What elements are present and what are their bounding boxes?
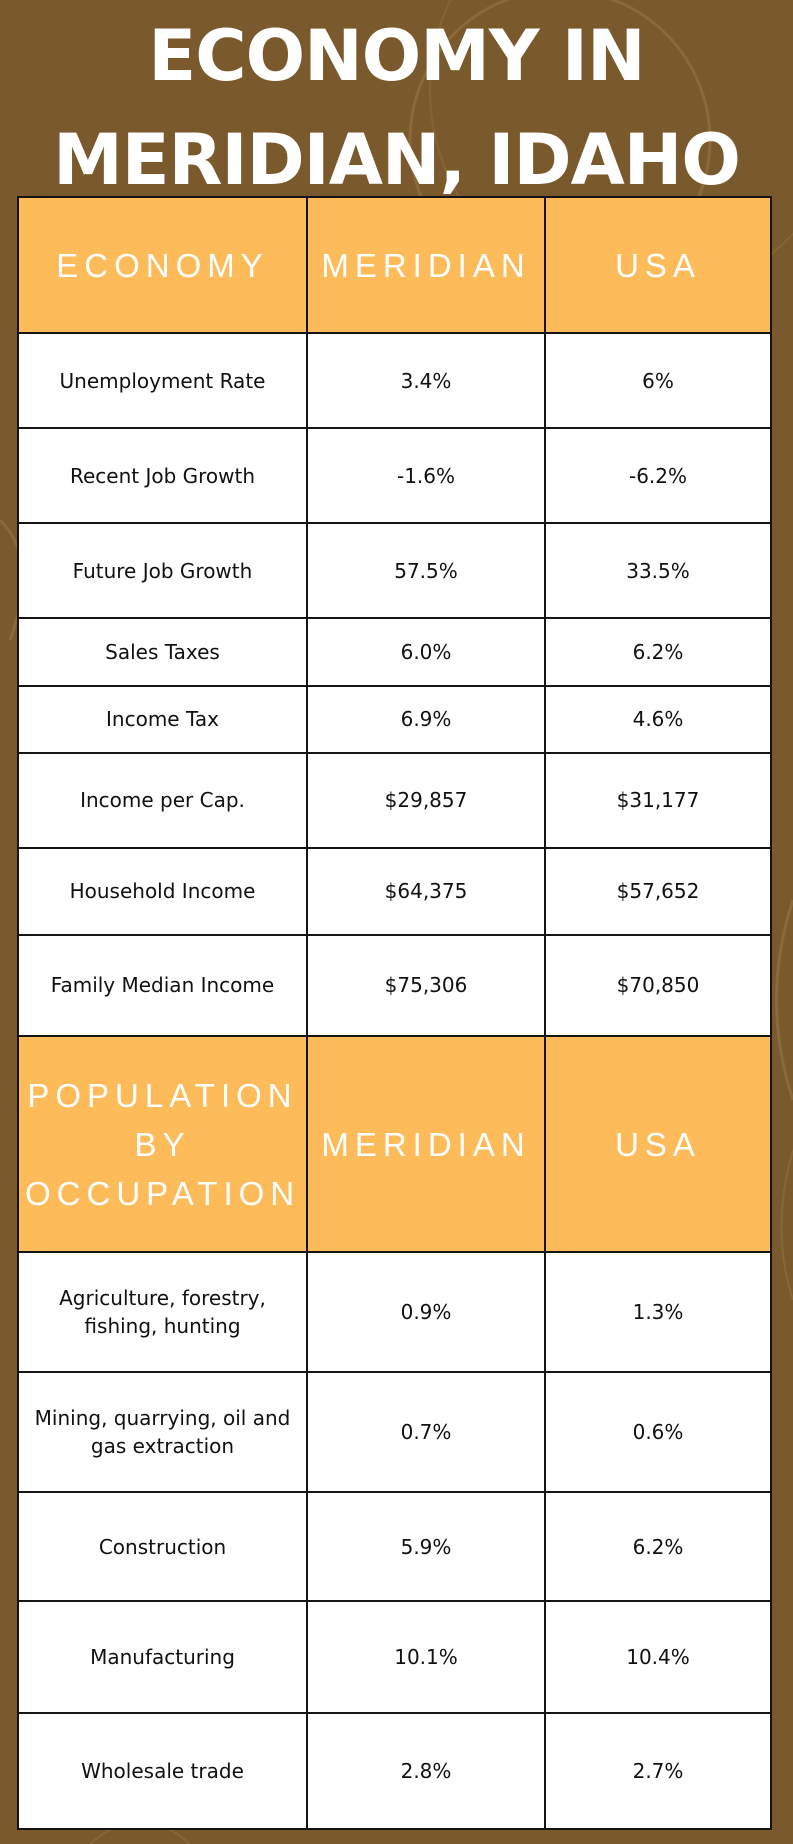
title-line-1: ECONOMY IN (148, 15, 645, 97)
usa-value: $57,652 (544, 846, 772, 936)
row-label: Sales Taxes (17, 617, 308, 687)
usa-value: 0.6% (544, 1371, 772, 1494)
header-population-by-occupation: POPULATION BY OCCUPATION (17, 1034, 308, 1254)
usa-value: 6% (544, 332, 772, 430)
header-meridian: MERIDIAN (306, 1034, 546, 1254)
usa-value: $31,177 (544, 751, 772, 849)
title-line-2: MERIDIAN, IDAHO (53, 119, 741, 201)
meridian-value: 57.5% (306, 522, 546, 620)
table-row: Wholesale trade 2.8% 2.7% (17, 1711, 772, 1831)
usa-value: 33.5% (544, 522, 772, 620)
header-usa: USA (544, 195, 772, 335)
meridian-value: 3.4% (306, 332, 546, 430)
meridian-value: 0.7% (306, 1371, 546, 1494)
usa-value: 6.2% (544, 1491, 772, 1602)
row-label: Future Job Growth (17, 522, 308, 620)
table-row: Agriculture, forestry, fishing, hunting … (17, 1251, 772, 1374)
usa-value: $70,850 (544, 933, 772, 1037)
row-label: Family Median Income (17, 933, 308, 1037)
header-meridian: MERIDIAN (306, 195, 546, 335)
meridian-value: 10.1% (306, 1599, 546, 1714)
usa-value: 2.7% (544, 1711, 772, 1831)
usa-value: 1.3% (544, 1251, 772, 1374)
row-label: Agriculture, forestry, fishing, hunting (17, 1251, 308, 1374)
meridian-value: -1.6% (306, 427, 546, 525)
table-row: Income per Cap. $29,857 $31,177 (17, 751, 772, 849)
table-row: Recent Job Growth -1.6% -6.2% (17, 427, 772, 525)
meridian-value: 0.9% (306, 1251, 546, 1374)
table-row: Household Income $64,375 $57,652 (17, 846, 772, 936)
meridian-value: $75,306 (306, 933, 546, 1037)
table-row: Future Job Growth 57.5% 33.5% (17, 522, 772, 620)
row-label: Mining, quarrying, oil and gas extractio… (17, 1371, 308, 1494)
occupation-header-row: POPULATION BY OCCUPATION MERIDIAN USA (17, 1034, 772, 1254)
usa-value: 4.6% (544, 684, 772, 754)
row-label: Household Income (17, 846, 308, 936)
table-row: Unemployment Rate 3.4% 6% (17, 332, 772, 430)
row-label: Wholesale trade (17, 1711, 308, 1831)
header-economy: ECONOMY (17, 195, 308, 335)
meridian-value: 2.8% (306, 1711, 546, 1831)
meridian-value: 5.9% (306, 1491, 546, 1602)
row-label: Income per Cap. (17, 751, 308, 849)
row-label: Manufacturing (17, 1599, 308, 1714)
meridian-value: 6.0% (306, 617, 546, 687)
row-label: Recent Job Growth (17, 427, 308, 525)
table-row: Manufacturing 10.1% 10.4% (17, 1599, 772, 1714)
table-row: Sales Taxes 6.0% 6.2% (17, 617, 772, 687)
table-row: Family Median Income $75,306 $70,850 (17, 933, 772, 1037)
usa-value: 10.4% (544, 1599, 772, 1714)
meridian-value: $64,375 (306, 846, 546, 936)
header-usa: USA (544, 1034, 772, 1254)
table-row: Mining, quarrying, oil and gas extractio… (17, 1371, 772, 1494)
page-title: ECONOMY IN MERIDIAN, IDAHO (0, 4, 793, 212)
meridian-value: $29,857 (306, 751, 546, 849)
economy-header-row: ECONOMY MERIDIAN USA (17, 195, 772, 335)
usa-value: -6.2% (544, 427, 772, 525)
row-label: Income Tax (17, 684, 308, 754)
meridian-value: 6.9% (306, 684, 546, 754)
economy-table: ECONOMY MERIDIAN USA Unemployment Rate 3… (17, 195, 772, 1831)
table-row: Construction 5.9% 6.2% (17, 1491, 772, 1602)
table-row: Income Tax 6.9% 4.6% (17, 684, 772, 754)
row-label: Construction (17, 1491, 308, 1602)
row-label: Unemployment Rate (17, 332, 308, 430)
usa-value: 6.2% (544, 617, 772, 687)
